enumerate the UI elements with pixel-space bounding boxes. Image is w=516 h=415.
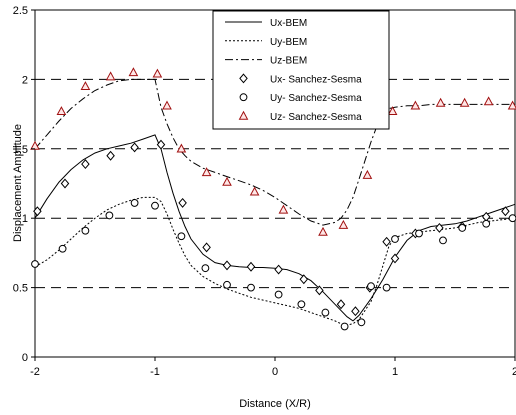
point-uy-sanchez-sesma [321, 308, 330, 317]
point-uy-sanchez-sesma [274, 290, 283, 299]
point-uy-sanchez-sesma [382, 283, 391, 292]
point-ux-sanchez-sesma [106, 150, 115, 161]
point-uy-sanchez-sesma [458, 224, 467, 232]
series-line-uz-bem [34, 78, 515, 226]
point-ux-sanchez-sesma [336, 299, 346, 310]
legend-label-uz-sanchez-sesma: Uz- Sanchez-Sesma [270, 112, 362, 123]
point-ux-sanchez-sesma [315, 285, 324, 296]
point-uz-sanchez-sesma [152, 68, 163, 78]
point-uy-sanchez-sesma [367, 282, 375, 291]
point-uy-sanchez-sesma [415, 229, 423, 238]
y-tick-label: 2.5 [13, 5, 28, 17]
point-uy-sanchez-sesma [297, 300, 306, 309]
point-uy-sanchez-sesma [508, 214, 516, 223]
x-axis-label: Distance (X/R) [239, 398, 311, 410]
point-uy-sanchez-sesma [177, 232, 186, 241]
point-uz-sanchez-sesma [483, 96, 494, 106]
x-tick-label: 2 [512, 366, 516, 378]
legend-label-ux-bem: Ux-BEM [270, 18, 307, 29]
tick-layer: 0 0.5 1 1.5 2 2.5 -2 -1 0 1 2 [13, 5, 516, 378]
point-uz-sanchez-sesma [222, 176, 232, 186]
legend-label-uy-sanchez-sesma: Uy- Sanchez-Sesma [270, 93, 362, 104]
point-ux-sanchez-sesma [178, 197, 187, 208]
x-tick-label: 1 [392, 366, 398, 378]
x-tick-label: -2 [30, 366, 40, 378]
point-uz-sanchez-sesma [128, 67, 139, 77]
point-ux-sanchez-sesma [390, 253, 400, 264]
point-uy-sanchez-sesma [31, 260, 39, 268]
point-uz-sanchez-sesma [249, 186, 260, 196]
series-layer [34, 78, 516, 326]
legend-marker-uy-sanchez-sesma [239, 93, 248, 102]
y-tick-label: 2 [22, 74, 28, 86]
point-uz-sanchez-sesma [507, 100, 516, 110]
point-uz-sanchez-sesma [56, 106, 67, 116]
point-uy-sanchez-sesma [247, 283, 255, 292]
point-uz-sanchez-sesma [338, 219, 349, 229]
point-ux-sanchez-sesma [382, 236, 391, 247]
point-uy-sanchez-sesma [482, 219, 491, 228]
series-line-ux-bem [34, 134, 516, 322]
point-ux-sanchez-sesma [202, 242, 211, 253]
point-uy-sanchez-sesma [151, 201, 159, 210]
point-uy-sanchez-sesma [391, 235, 399, 243]
x-tick-label: -1 [150, 366, 160, 378]
y-tick-label: 0.5 [13, 283, 28, 295]
point-uz-sanchez-sesma [162, 100, 172, 110]
y-tick-label: 1 [22, 213, 28, 225]
y-axis-label: Displacement Amplitude [12, 124, 24, 242]
legend-label-ux-sanchez-sesma: Ux- Sanchez-Sesma [270, 74, 362, 85]
point-uz-sanchez-sesma [318, 226, 328, 236]
point-ux-sanchez-sesma [351, 306, 360, 317]
point-uy-sanchez-sesma [130, 199, 139, 207]
point-uy-sanchez-sesma [81, 226, 90, 235]
point-uz-sanchez-sesma [459, 97, 470, 107]
point-uz-sanchez-sesma [362, 169, 373, 179]
point-uz-sanchez-sesma [105, 71, 116, 81]
point-uy-sanchez-sesma [201, 264, 210, 273]
point-ux-sanchez-sesma [156, 139, 166, 150]
point-ux-sanchez-sesma [130, 142, 139, 153]
x-tick-label: 0 [272, 366, 278, 378]
legend-label-uy-bem: Uy-BEM [270, 37, 307, 48]
legend-marker-uz-sanchez-sesma [238, 110, 249, 120]
point-ux-sanchez-sesma [222, 260, 232, 271]
point-uz-sanchez-sesma [410, 100, 421, 110]
point-uy-sanchez-sesma [340, 322, 349, 331]
point-uz-sanchez-sesma [435, 97, 446, 107]
point-uy-sanchez-sesma [223, 280, 231, 289]
point-ux-sanchez-sesma [274, 264, 283, 275]
point-uz-sanchez-sesma [176, 143, 187, 153]
legend-marker-ux-sanchez-sesma [239, 73, 248, 84]
legend: Ux-BEM Uy-BEM Uz-BEM Ux- Sanchez-Sesma Uy- S… [212, 10, 390, 130]
point-uy-sanchez-sesma [105, 211, 114, 220]
point-uz-sanchez-sesma [278, 204, 289, 214]
point-uz-sanchez-sesma [201, 167, 212, 177]
point-ux-sanchez-sesma [246, 261, 256, 272]
point-ux-sanchez-sesma [435, 222, 444, 233]
point-uz-sanchez-sesma [80, 81, 91, 91]
point-ux-sanchez-sesma [501, 206, 510, 217]
point-uy-sanchez-sesma [439, 236, 447, 245]
point-ux-sanchez-sesma [60, 178, 70, 189]
point-ux-sanchez-sesma [81, 159, 90, 170]
point-ux-sanchez-sesma [299, 274, 309, 285]
point-uy-sanchez-sesma [357, 318, 366, 327]
y-tick-label: 0 [22, 352, 28, 364]
legend-box [212, 10, 390, 130]
point-ux-sanchez-sesma [33, 206, 42, 217]
point-uy-sanchez-sesma [58, 244, 67, 253]
y-tick-label: 1.5 [13, 144, 28, 156]
point-uz-sanchez-sesma [387, 106, 398, 116]
legend-label-uz-bem: Uz-BEM [270, 56, 307, 67]
